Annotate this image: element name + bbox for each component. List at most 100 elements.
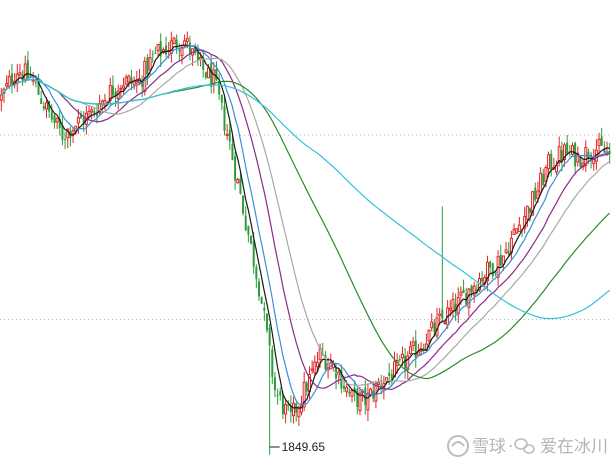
candle — [576, 146, 580, 167]
candle — [284, 399, 288, 424]
candle-body — [180, 46, 184, 57]
candle-body — [103, 100, 107, 107]
candle — [55, 117, 59, 129]
candle-body — [223, 106, 226, 131]
candlestick-series — [0, 31, 611, 455]
candle — [390, 369, 393, 387]
candle — [18, 63, 22, 77]
candle-body — [292, 402, 296, 417]
candle — [550, 149, 553, 177]
candle — [194, 43, 197, 56]
candle-body — [175, 39, 178, 49]
candle-body — [252, 241, 255, 267]
candle — [242, 195, 245, 216]
candle-body — [579, 157, 582, 168]
candle-body — [451, 298, 455, 312]
candle-body — [279, 391, 282, 396]
candle-body — [281, 394, 284, 414]
candle — [156, 43, 160, 58]
candle — [392, 351, 396, 378]
candle-body — [93, 110, 96, 115]
candle — [315, 351, 319, 373]
candle — [180, 44, 184, 65]
candle — [570, 142, 574, 157]
candle-body — [600, 136, 603, 146]
candle — [539, 167, 543, 196]
candle-body — [515, 228, 519, 234]
candle-body — [313, 361, 317, 374]
candle — [443, 321, 447, 325]
candle-body — [183, 40, 187, 47]
candle-body — [244, 215, 247, 231]
candle — [273, 371, 276, 398]
candle-body — [411, 341, 415, 347]
candle-body — [124, 76, 128, 85]
candle — [13, 73, 17, 89]
candle-body — [178, 50, 181, 52]
candle-body — [242, 196, 245, 214]
candle — [313, 355, 317, 376]
candle-body — [337, 371, 341, 376]
candle — [236, 177, 240, 184]
candle-body — [255, 266, 258, 280]
candle-body — [247, 226, 250, 235]
candle-body — [90, 109, 94, 113]
candle — [422, 343, 425, 354]
candle — [223, 95, 226, 136]
candle-body — [504, 249, 508, 254]
candle-body — [380, 385, 383, 387]
candle-body — [416, 351, 420, 356]
watermark-author: 爱在冰川 — [540, 437, 608, 457]
candle-body — [289, 405, 292, 412]
candle-body — [388, 372, 391, 377]
candle — [265, 313, 268, 333]
candle-body — [95, 113, 98, 116]
candle — [159, 33, 162, 68]
candle-body — [372, 390, 375, 399]
candle-body — [536, 190, 540, 199]
candle — [53, 112, 56, 129]
candle-body — [356, 388, 359, 407]
candle — [130, 69, 133, 91]
candle-body — [148, 57, 152, 71]
candle — [489, 260, 492, 274]
candle-body — [271, 349, 274, 377]
candle — [542, 168, 545, 186]
candle-body — [23, 63, 27, 82]
candle — [228, 120, 231, 150]
candle-body — [50, 111, 53, 120]
candle — [255, 264, 258, 288]
candle-body — [127, 75, 131, 83]
candle — [239, 171, 242, 195]
ma20-line — [0, 49, 610, 391]
candle-body — [523, 216, 527, 229]
candle-body — [534, 187, 537, 200]
candle — [406, 351, 410, 380]
candle — [231, 136, 234, 161]
candle — [310, 360, 314, 374]
candle-body — [499, 254, 502, 266]
candle-body — [18, 72, 22, 76]
candle — [90, 106, 94, 120]
candle-body — [143, 60, 147, 92]
low-price-label: 1849.65 — [282, 440, 326, 454]
candle-body — [194, 45, 197, 54]
candle-body — [0, 94, 3, 101]
candle — [175, 34, 178, 54]
watermark-separator: · — [508, 437, 513, 457]
candle — [151, 50, 154, 63]
candle — [61, 114, 64, 146]
candle — [411, 336, 415, 351]
candle — [204, 71, 207, 80]
candle — [111, 75, 114, 99]
candle-body — [472, 285, 476, 296]
candle-body — [563, 144, 567, 160]
wechat-icon — [514, 438, 535, 454]
candle-body — [297, 406, 301, 418]
candle — [64, 131, 67, 150]
candle-body — [560, 150, 563, 161]
candle-body — [443, 322, 447, 325]
candle — [515, 228, 519, 235]
candle-body — [108, 84, 112, 102]
candle — [93, 108, 96, 118]
